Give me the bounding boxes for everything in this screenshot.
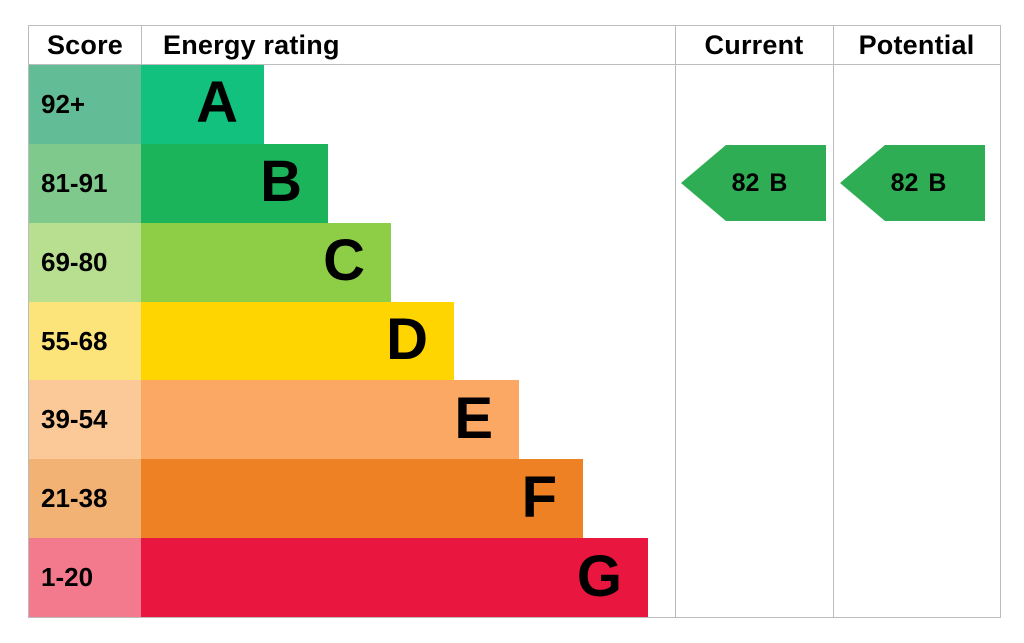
band-row: 69-80 C	[29, 222, 1000, 302]
band-letter: A	[196, 70, 238, 136]
band-bar: E	[141, 380, 519, 460]
band-score-cell: 81-91	[29, 143, 141, 223]
band-score-cell: 69-80	[29, 222, 141, 302]
band-score-label: 81-91	[41, 167, 108, 198]
band-letter: E	[454, 385, 493, 451]
score-column-header: Score	[46, 29, 124, 60]
band-score-label: 92+	[41, 88, 86, 119]
header-underline	[29, 64, 1000, 65]
band-score-cell: 1-20	[29, 538, 141, 618]
band-row: 21-38 F	[29, 459, 1000, 539]
current-column-header: Current	[704, 29, 804, 60]
band-score-label: 39-54	[41, 404, 108, 435]
band-bar: B	[141, 143, 328, 223]
band-letter: D	[386, 307, 428, 372]
band-bar: A	[141, 65, 264, 144]
band-bar: F	[141, 459, 583, 539]
band-score-cell: 39-54	[29, 380, 141, 460]
band-bar: G	[141, 538, 648, 618]
band-rows: 92+ A 81-91 B 69-80 C 55-68 D 39-54	[29, 65, 1000, 618]
potential-rating-band: B	[928, 168, 947, 197]
band-row: 39-54 E	[29, 380, 1000, 460]
potential-column-divider	[833, 26, 834, 617]
band-score-label: 69-80	[41, 246, 108, 277]
band-score-cell: 55-68	[29, 301, 141, 381]
potential-column-header: Potential	[858, 29, 975, 60]
current-rating-value: 82	[731, 168, 760, 197]
potential-rating-value: 82	[890, 168, 919, 197]
current-column-divider	[675, 26, 676, 617]
band-letter: G	[576, 543, 622, 609]
band-row: 1-20 G	[29, 538, 1000, 618]
score-header-divider	[141, 26, 142, 64]
band-letter: F	[521, 464, 557, 530]
epc-table: Score Energy rating Current Potential 92…	[28, 25, 1001, 618]
band-bar: D	[141, 301, 454, 381]
current-rating-band: B	[769, 168, 788, 197]
band-row: 92+ A	[29, 65, 1000, 144]
band-score-label: 55-68	[41, 325, 108, 356]
band-letter: B	[260, 149, 302, 215]
band-row: 81-91 B	[29, 143, 1000, 223]
energy-rating-column-header: Energy rating	[163, 29, 340, 60]
band-score-cell: 92+	[29, 65, 141, 144]
band-bar: C	[141, 222, 391, 302]
band-score-label: 1-20	[41, 562, 94, 593]
band-row: 55-68 D	[29, 301, 1000, 381]
band-letter: C	[323, 228, 365, 294]
band-score-cell: 21-38	[29, 459, 141, 539]
band-score-label: 21-38	[41, 483, 108, 514]
